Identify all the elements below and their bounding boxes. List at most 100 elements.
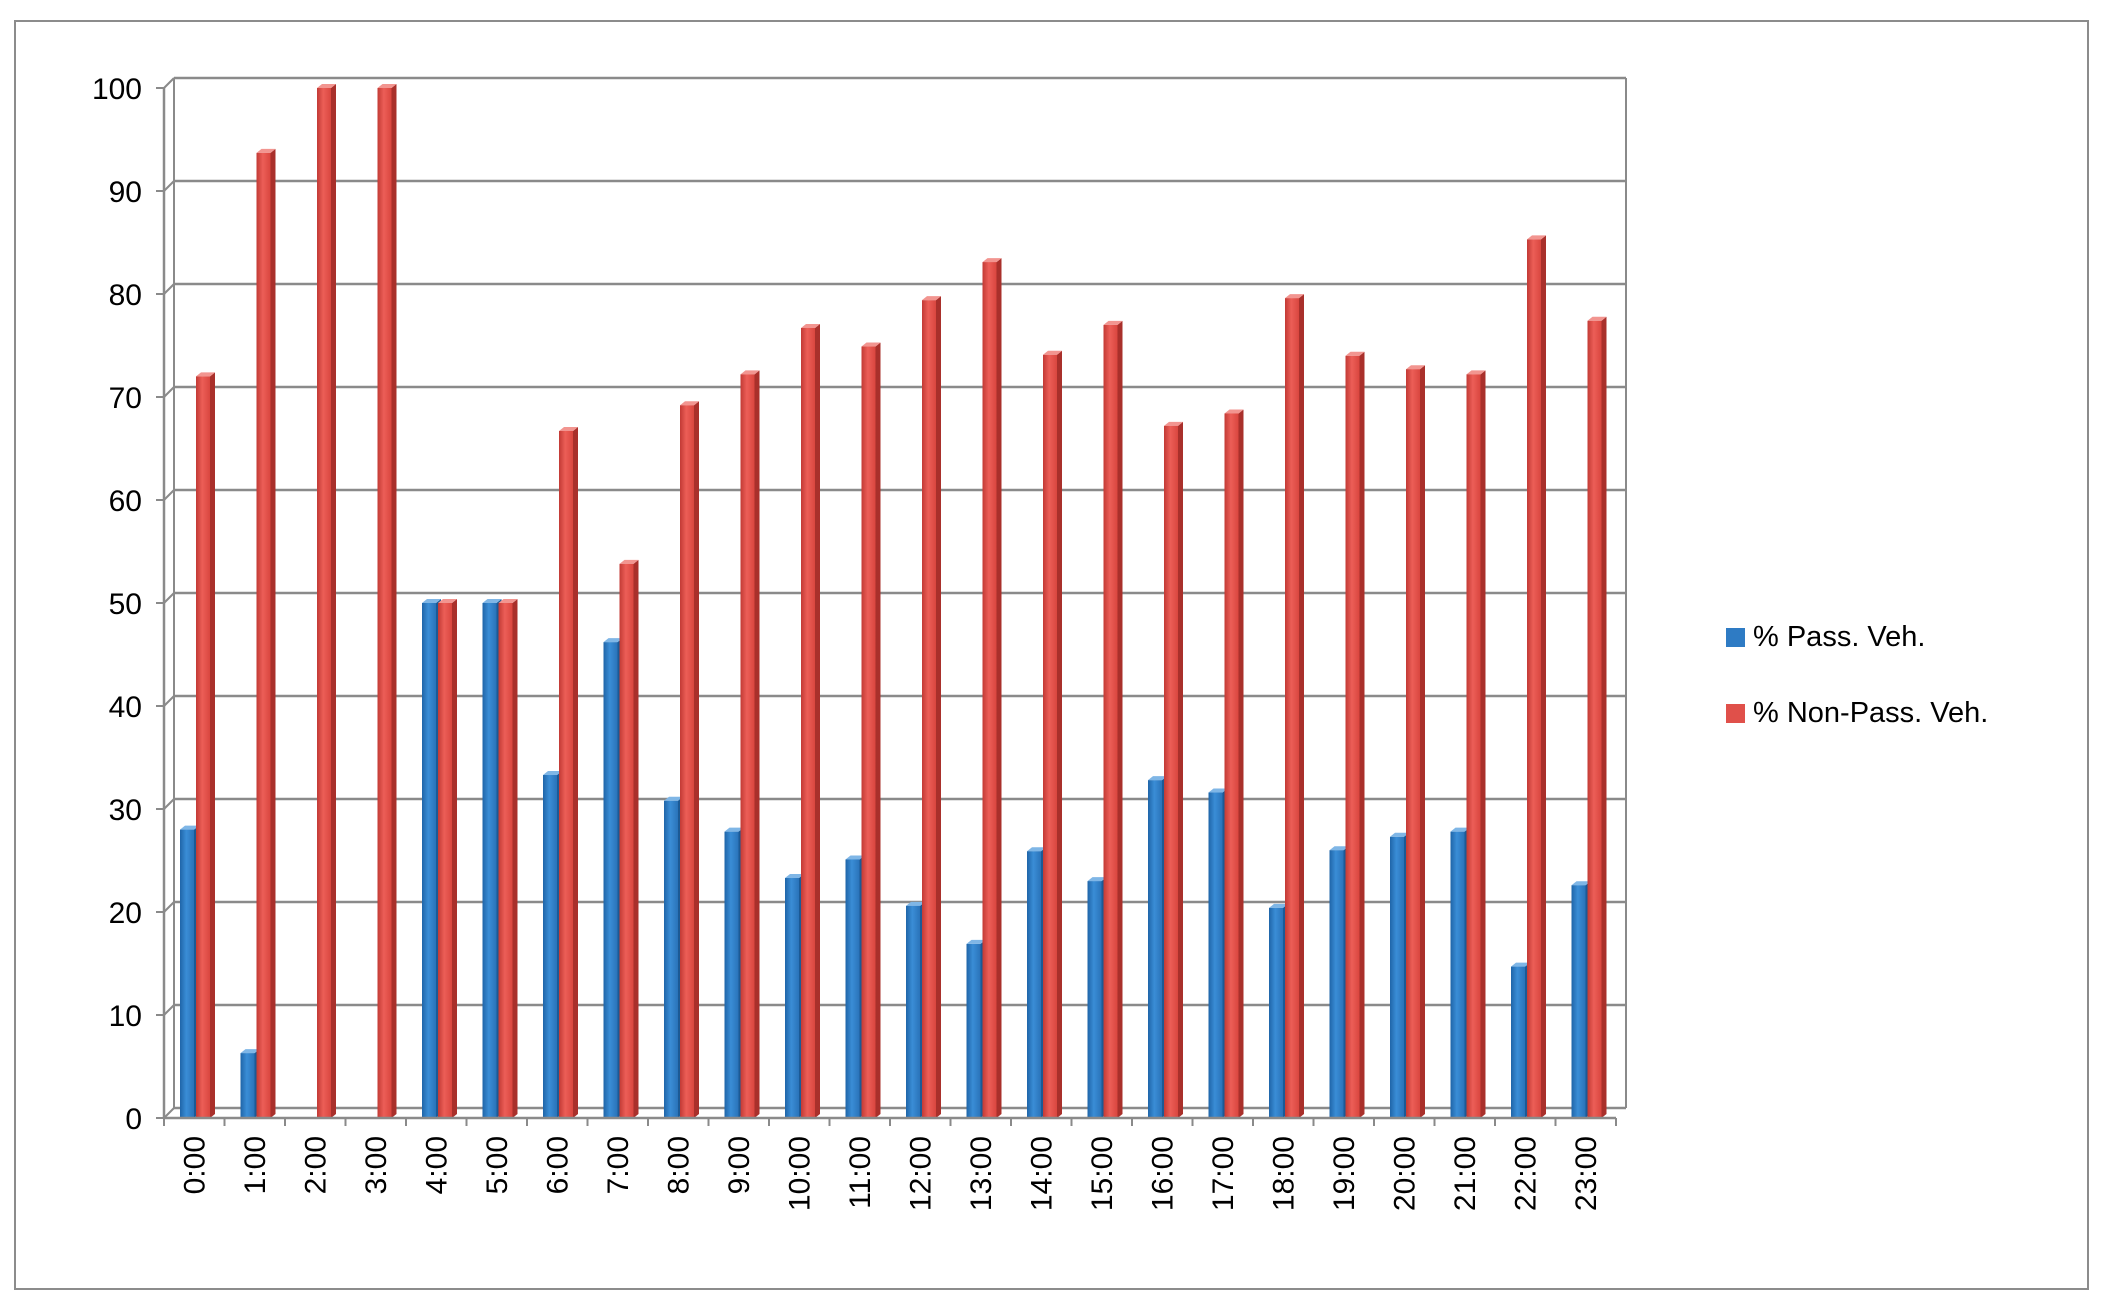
bar-side (512, 599, 518, 1118)
bar-non-pass-veh (559, 430, 573, 1118)
bar-pass-veh (1208, 792, 1223, 1118)
bar-top (740, 370, 760, 375)
x-tick-label: 0:00 (178, 1136, 211, 1194)
bar-top (1406, 365, 1425, 370)
bar-top (724, 827, 744, 832)
x-tick-label: 19:00 (1328, 1136, 1361, 1211)
bar-side (1480, 370, 1486, 1119)
gridline-edge (163, 386, 175, 398)
bar-top (256, 148, 276, 153)
y-tick-label: 20 (109, 897, 142, 930)
y-tick-label: 90 (109, 176, 142, 209)
gridline-edge (163, 695, 175, 707)
y-tick-label: 80 (109, 279, 142, 312)
bar-non-pass-veh (1285, 298, 1299, 1118)
x-tick-label: 15:00 (1086, 1136, 1119, 1211)
bar-pass-veh (906, 905, 920, 1118)
bar-top (196, 372, 215, 377)
bar-top (438, 599, 457, 603)
bar-top (785, 874, 804, 879)
bar-side (1238, 409, 1244, 1119)
bar-top (619, 559, 639, 564)
bar-top (559, 426, 578, 431)
legend-swatch-pass (1726, 627, 1745, 647)
legend-item-pass: % Pass. Veh. (1726, 617, 1988, 657)
bar-side (1178, 421, 1183, 1119)
bar-side (331, 84, 336, 1118)
legend-item-nonpass: % Non-Pass. Veh. (1726, 693, 1988, 733)
bar-top (1164, 421, 1183, 426)
bar-top (1285, 294, 1304, 299)
bar-top (801, 323, 820, 328)
bar-side (1057, 350, 1062, 1118)
bar-non-pass-veh (680, 405, 694, 1118)
bar-pass-veh (422, 603, 436, 1118)
bar-side (936, 296, 941, 1118)
x-tick-label: 2:00 (299, 1136, 332, 1194)
bar-top (180, 825, 199, 830)
bar-top (922, 296, 941, 301)
bar-pass-veh (966, 943, 981, 1118)
bar-top (1587, 316, 1607, 321)
x-tick-label: 14:00 (1025, 1136, 1058, 1211)
bar-top (482, 599, 502, 603)
bar-top (1269, 903, 1288, 908)
bar-non-pass-veh (377, 88, 392, 1118)
bar-non-pass-veh (1103, 324, 1118, 1118)
gridline-edge (163, 901, 175, 913)
bar-top (1329, 846, 1349, 851)
bar-pass-veh (180, 829, 194, 1118)
x-tick-label: 23:00 (1570, 1136, 1603, 1211)
bar-top (1527, 235, 1546, 240)
bar-side (452, 599, 457, 1118)
bar-side (1359, 351, 1365, 1118)
x-tick-label: 20:00 (1388, 1136, 1421, 1211)
bar-side (1299, 294, 1304, 1118)
bar-non-pass-veh (438, 603, 452, 1118)
bar-top (1087, 877, 1107, 882)
bar-side (633, 559, 639, 1118)
bar-non-pass-veh (317, 88, 331, 1118)
bar-non-pass-veh (982, 262, 997, 1118)
x-tick-label: 7:00 (602, 1136, 635, 1194)
bar-pass-veh (1027, 851, 1041, 1118)
gridline-edge (163, 592, 175, 604)
bar-pass-veh (482, 603, 497, 1118)
bar-top (1450, 827, 1470, 832)
bar-pass-veh (543, 775, 557, 1118)
x-tick-label: 10:00 (783, 1136, 816, 1211)
x-tick-label: 5:00 (481, 1136, 514, 1194)
bar-side (754, 370, 760, 1119)
x-tick-label: 13:00 (965, 1136, 998, 1211)
bar-side (1601, 316, 1607, 1118)
bar-top (1390, 832, 1409, 837)
legend: % Pass. Veh. % Non-Pass. Veh. (1726, 617, 1988, 769)
bar-non-pass-veh (1406, 369, 1420, 1118)
bar-non-pass-veh (256, 152, 271, 1118)
bar-non-pass-veh (498, 603, 513, 1118)
bar-side (270, 148, 276, 1118)
chart-frame: 0 10 20 30 40 50 60 70 80 90 100 0:00 1:00 2:00 3:00 4:… (14, 20, 2089, 1290)
bar-top (1571, 881, 1591, 886)
bar-pass-veh (240, 1053, 255, 1118)
bar-top (603, 638, 623, 643)
bar-pass-veh (1269, 907, 1283, 1118)
legend-swatch-nonpass (1726, 703, 1745, 723)
bar-non-pass-veh (861, 346, 876, 1118)
bar-non-pass-veh (1043, 354, 1057, 1118)
bar-non-pass-veh (1345, 355, 1360, 1118)
x-tick-label: 9:00 (723, 1136, 756, 1194)
bar-side (391, 84, 397, 1118)
y-tick-label: 30 (109, 794, 142, 827)
bar-side (815, 323, 820, 1118)
bar-top (1224, 409, 1244, 414)
bar-pass-veh (724, 831, 739, 1118)
bar-top (1103, 320, 1123, 325)
bar-side (210, 372, 215, 1118)
x-tick-label: 16:00 (1146, 1136, 1179, 1211)
x-tick-label: 12:00 (904, 1136, 937, 1211)
y-tick-label: 10 (109, 1000, 142, 1033)
bar-pass-veh (1148, 780, 1162, 1118)
bar-top (906, 901, 925, 906)
bar-top (1027, 847, 1046, 852)
